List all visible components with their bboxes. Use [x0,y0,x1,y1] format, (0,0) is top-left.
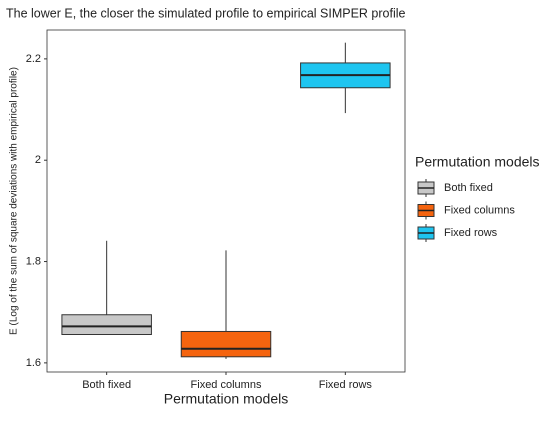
legend-label: Both fixed [444,182,493,194]
legend-label: Fixed rows [444,227,498,239]
x-tick-label: Both fixed [82,379,131,391]
y-tick-label: 1.8 [26,255,41,267]
y-tick-label: 2.2 [26,53,41,65]
x-axis-label: Permutation models [164,391,289,407]
y-tick-label: 2 [35,154,41,166]
y-tick-label: 1.6 [26,357,41,369]
legend-label: Fixed columns [444,204,515,216]
chart-title: The lower E, the closer the simulated pr… [6,6,406,20]
box [61,314,152,336]
box [180,330,272,358]
legend-title: Permutation models [415,154,540,170]
y-axis-label: E (Log of the sum of square deviations w… [9,67,20,335]
x-tick-label: Fixed columns [191,379,262,391]
x-tick-label: Fixed rows [319,379,373,391]
